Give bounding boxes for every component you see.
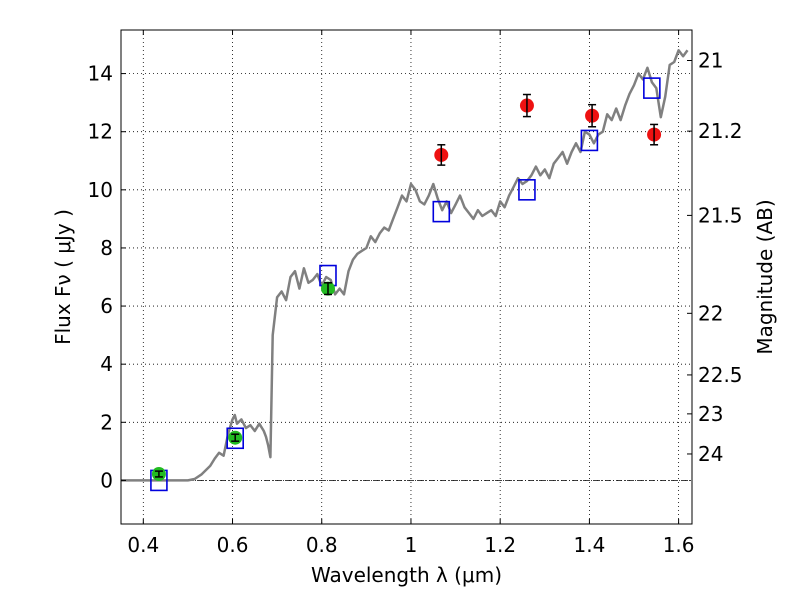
grid [121, 30, 692, 524]
y-tick-label: 14 [88, 62, 113, 86]
model-photometry-square [226, 427, 244, 450]
x-axis-label: Wavelength λ (μm) [311, 563, 502, 587]
model-photometry-square [643, 77, 661, 99]
right-tick-label: 21 [698, 49, 723, 73]
y-axis-label: Flux Fν ( μJy ) [51, 209, 75, 345]
x-tick-label: 0.8 [306, 533, 338, 557]
y-tick-label: 6 [100, 294, 113, 318]
x-tick-label: 0.6 [217, 533, 249, 557]
y-tick-label: 2 [100, 410, 113, 434]
right-tick-label: 23 [698, 402, 723, 426]
model-photometry-square [580, 129, 599, 152]
model-spectrum-line [121, 49, 689, 482]
x-tick-label: 1 [405, 533, 418, 557]
x-tick-label: 1.6 [663, 533, 695, 557]
right-tick-label: 24 [698, 442, 723, 466]
y-tick-label: 8 [100, 236, 113, 260]
plot-area [121, 49, 689, 492]
y-tick-label: 12 [88, 120, 113, 144]
model-photometry-square [432, 200, 451, 223]
y-tick-label: 4 [100, 352, 113, 376]
y-tick-label: 0 [100, 468, 113, 492]
x-tick-label: 0.4 [127, 533, 159, 557]
right-tick-label: 22 [698, 301, 723, 325]
x-tick-label: 1.4 [573, 533, 605, 557]
right-axis-label: Magnitude (AB) [753, 199, 777, 354]
y-tick-label: 10 [88, 178, 113, 202]
right-tick-label: 21.2 [698, 119, 743, 143]
markers [150, 77, 662, 492]
right-tick-label: 22.5 [698, 363, 743, 387]
x-tick-label: 1.2 [484, 533, 516, 557]
plot-frame [120, 29, 693, 525]
right-tick-label: 21.5 [698, 203, 743, 227]
model-photometry-square [518, 179, 536, 201]
ticks: 0.4 0.6 0.8 1 1.2 1.4 1.6024681012142121.221.5… [88, 30, 743, 557]
